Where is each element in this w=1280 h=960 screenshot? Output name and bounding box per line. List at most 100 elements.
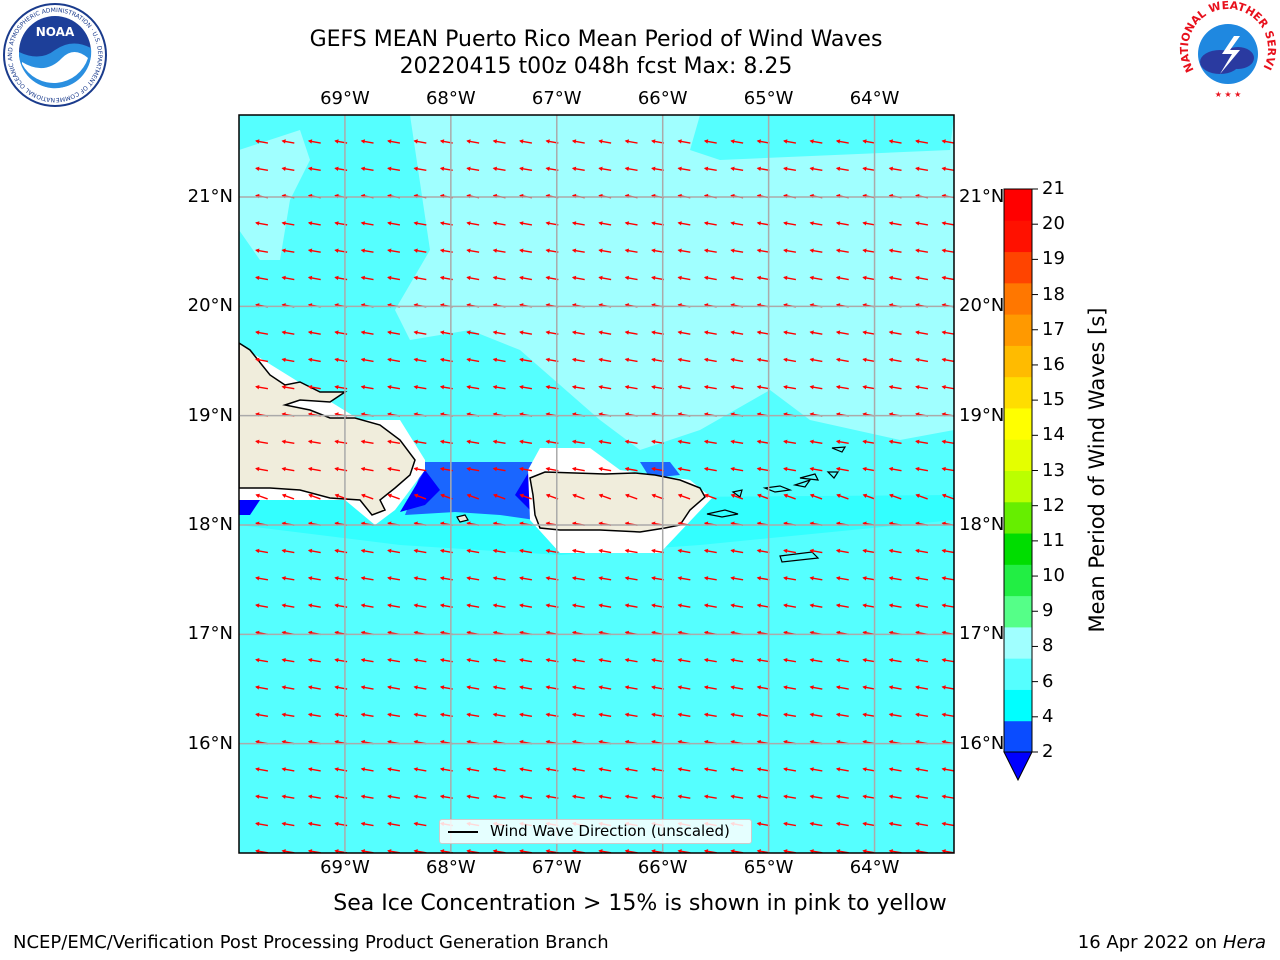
wind-arrow	[730, 275, 744, 281]
wind-arrow	[571, 330, 585, 335]
wind-arrow	[941, 603, 954, 608]
wind-arrow	[281, 275, 295, 281]
wind-arrow	[915, 548, 929, 554]
wind-arrow	[360, 166, 374, 172]
wind-arrow	[624, 248, 638, 253]
wind-arrow	[835, 821, 849, 827]
colorbar-segment	[1004, 439, 1032, 471]
wind-arrow	[862, 821, 876, 827]
wind-arrow	[307, 166, 321, 172]
wind-arrow	[809, 221, 823, 226]
wind-arrow	[703, 576, 717, 581]
wind-arrow	[281, 821, 295, 827]
wind-arrow	[835, 357, 849, 363]
wind-arrow	[387, 576, 401, 581]
wind-arrow	[255, 576, 269, 581]
wind-arrow	[492, 330, 506, 335]
wind-arrow	[307, 466, 321, 472]
wind-arrow	[941, 685, 954, 690]
wind-arrow	[862, 221, 876, 226]
wind-arrow	[466, 576, 480, 581]
wind-arrow	[387, 658, 401, 663]
wind-arrow	[703, 658, 717, 663]
wind-arrow	[598, 221, 612, 226]
wind-arrow	[598, 548, 612, 554]
wind-arrow	[360, 685, 374, 690]
wind-arrow	[307, 357, 321, 363]
wind-arrow	[835, 712, 849, 718]
wind-arrow	[756, 330, 770, 335]
wind-arrow	[809, 658, 823, 663]
producer-credit: NCEP/EMC/Verification Post Processing Pr…	[13, 932, 609, 953]
wind-arrow	[835, 275, 849, 281]
wind-arrow	[941, 248, 954, 253]
lon-label-bottom: 68°W	[425, 857, 476, 878]
wind-arrow	[625, 493, 638, 500]
wind-arrow	[941, 658, 954, 663]
wind-arrow	[387, 466, 401, 472]
wind-arrow	[677, 248, 691, 253]
wind-arrow	[941, 221, 954, 226]
wind-arrow	[915, 330, 929, 335]
wind-arrow	[255, 794, 269, 799]
wind-arrow	[466, 548, 480, 554]
wind-arrow	[466, 712, 480, 718]
wind-arrow	[862, 139, 876, 144]
wind-arrow	[835, 794, 849, 799]
wind-arrow	[255, 330, 269, 335]
wind-arrow	[941, 139, 954, 144]
wind-arrow	[915, 493, 928, 500]
wind-arrow	[466, 466, 480, 472]
wind-arrow	[387, 439, 401, 445]
wind-arrow	[941, 330, 954, 335]
lon-label-top: 67°W	[531, 88, 582, 109]
wind-arrow	[360, 466, 374, 472]
wind-arrow	[519, 139, 533, 144]
wind-arrow	[783, 794, 797, 799]
svg-text:★ ★ ★: ★ ★ ★	[1215, 90, 1242, 99]
wind-arrow	[835, 548, 849, 554]
lat-label-left: 16°N	[187, 732, 233, 754]
wind-arrow	[387, 330, 401, 335]
wind-arrow	[571, 767, 585, 772]
colorbar	[1003, 188, 1038, 782]
wind-arrow	[756, 221, 770, 226]
wind-arrow	[413, 821, 427, 827]
wind-arrow	[888, 603, 902, 608]
wind-arrow	[809, 821, 823, 827]
wind-arrow	[307, 248, 321, 253]
lat-label-right: 16°N	[959, 732, 1005, 754]
wind-arrow	[413, 139, 427, 144]
wind-arrow	[809, 685, 823, 690]
wind-arrow	[360, 139, 374, 144]
land-mona-island	[456, 514, 469, 523]
colorbar-segment	[1004, 658, 1032, 690]
colorbar-segment	[1004, 220, 1032, 253]
wind-arrow	[730, 493, 744, 500]
wind-arrow	[492, 576, 506, 581]
wind-arrow	[888, 658, 902, 663]
wind-arrow	[281, 493, 295, 500]
colorbar-tick-label: 15	[1042, 389, 1065, 411]
wind-arrow	[651, 221, 665, 226]
wind-arrow	[413, 439, 427, 445]
lat-label-left: 18°N	[187, 514, 233, 535]
map-frame	[238, 114, 955, 854]
wind-arrow	[888, 166, 902, 172]
wind-arrow	[757, 493, 770, 500]
wind-arrow	[360, 221, 374, 226]
wind-arrow	[862, 658, 876, 663]
wind-arrow	[360, 712, 374, 718]
wind-arrow	[624, 658, 638, 663]
wind-arrow	[756, 712, 770, 718]
wind-arrow	[862, 466, 876, 472]
wind-arrow	[809, 466, 823, 472]
wind-arrow	[598, 493, 612, 500]
wind-arrow	[255, 385, 269, 390]
wind-arrow	[598, 658, 612, 663]
wind-arrow	[835, 658, 849, 663]
lat-label-left: 17°N	[187, 623, 233, 645]
wind-arrow	[281, 685, 295, 690]
wind-arrow	[730, 139, 744, 144]
wind-arrow	[862, 576, 876, 581]
